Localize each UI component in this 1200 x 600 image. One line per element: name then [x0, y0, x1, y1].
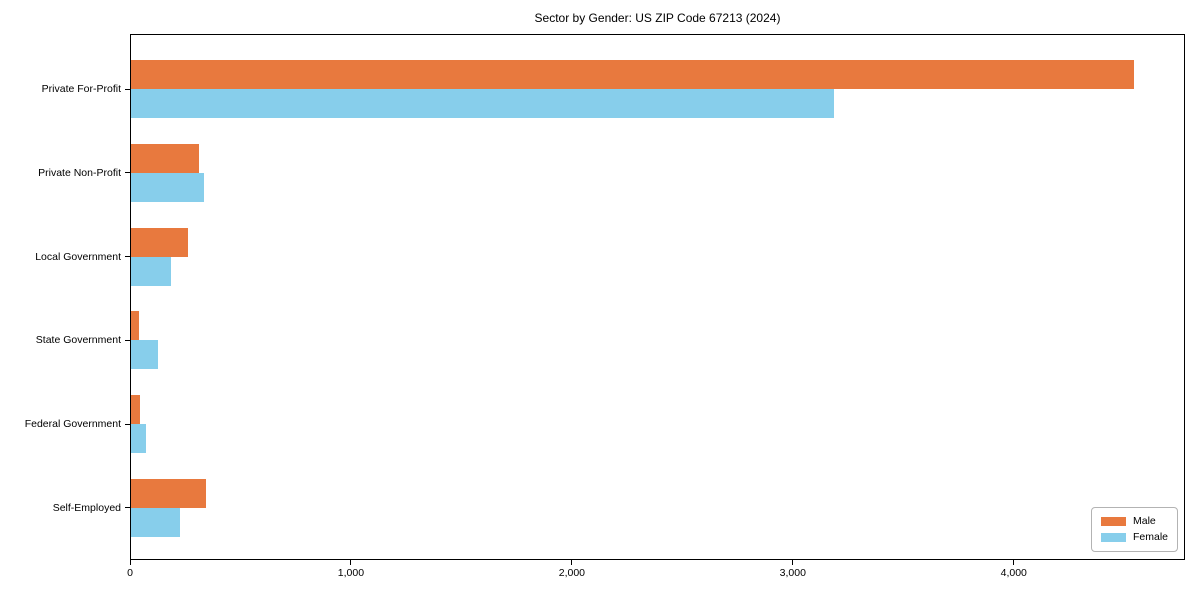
x-axis-tick-label: 2,000	[558, 567, 586, 579]
bar-male-1	[131, 143, 199, 173]
male-color-swatch	[1101, 517, 1126, 526]
bar-male-5	[131, 478, 206, 508]
x-axis-tick-label: 3,000	[779, 567, 806, 579]
legend-entry-female: Female	[1101, 532, 1177, 543]
y-axis-label: Private Non-Profit	[38, 166, 121, 179]
y-axis-label: Private For-Profit	[41, 83, 121, 95]
y-axis-tick	[125, 88, 130, 90]
female-color-swatch	[1101, 533, 1126, 542]
bar-female-5	[131, 507, 180, 537]
bar-male-2	[131, 227, 188, 257]
legend-label-female: Female	[1133, 531, 1169, 543]
x-axis-tick-label: 4,000	[1000, 567, 1027, 579]
bar-male-3	[131, 311, 139, 341]
bar-female-4	[131, 424, 146, 454]
chart-title: Sector by Gender: US ZIP Code 67213 (202…	[534, 11, 781, 25]
bar-male-0	[131, 60, 1134, 89]
x-axis-tick	[350, 560, 352, 565]
x-axis-tick-label: 1,000	[337, 567, 365, 579]
y-axis-label: Self-Employed	[52, 501, 121, 514]
y-axis-label: Federal Government	[24, 418, 121, 431]
y-axis-tick	[125, 507, 130, 509]
x-axis-tick	[571, 560, 573, 565]
bar-female-0	[131, 89, 834, 118]
x-axis-tick	[129, 560, 131, 565]
x-axis-tick	[792, 560, 794, 565]
bar-female-2	[131, 256, 171, 286]
x-axis-tick-label: 0	[127, 567, 133, 579]
bar-female-1	[131, 172, 204, 202]
bar-male-4	[131, 395, 140, 425]
legend: Male Female	[1091, 507, 1178, 552]
plot-area	[130, 34, 1185, 560]
y-axis-tick	[125, 256, 130, 258]
bar-female-3	[131, 340, 158, 370]
y-axis-tick	[125, 339, 130, 341]
y-axis-tick	[125, 172, 130, 174]
y-axis-tick	[125, 423, 130, 425]
legend-entry-male: Male	[1101, 516, 1177, 527]
legend-label-male: Male	[1133, 515, 1156, 527]
y-axis-label: State Government	[35, 334, 121, 347]
x-axis-tick	[1013, 560, 1015, 565]
y-axis-label: Local Government	[35, 250, 121, 263]
